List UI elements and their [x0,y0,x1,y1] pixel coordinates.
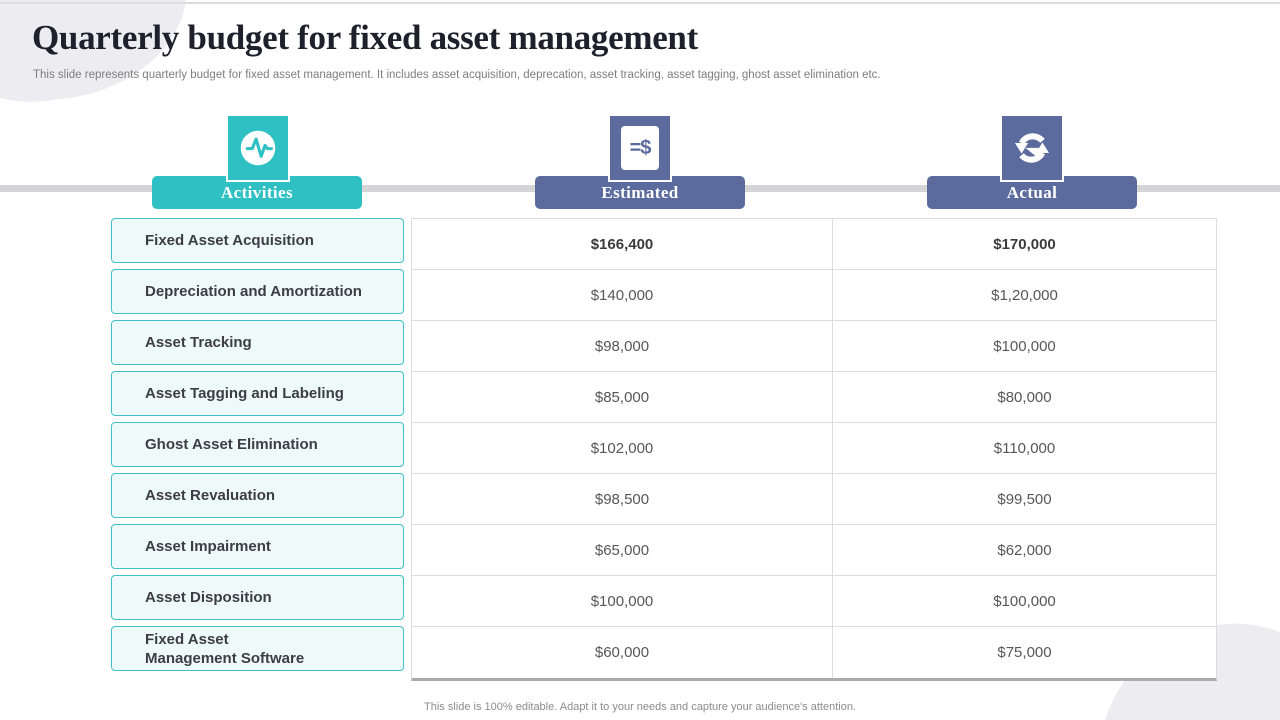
column-header-actual: Actual [927,176,1137,209]
estimated-value: $140,000 [412,270,833,320]
table-row: $60,000 $75,000 [412,627,1216,678]
activity-cell-asset-revaluation: Asset Revaluation [111,473,404,518]
actual-value: $99,500 [997,490,1052,508]
activity-label: Fixed Asset Acquisition [145,232,314,249]
table-row: $102,000 $110,000 [412,423,1216,474]
equals-dollar-glyph: =$ [621,126,659,170]
actual-value: $75,000 [997,644,1052,661]
estimated-value: $98,000 [412,321,833,371]
activity-label: Asset Tracking [145,334,252,351]
slide-subtitle: This slide represents quarterly budget f… [33,69,881,81]
actual-value: $62,000 [997,541,1052,559]
table-row: $98,000 $100,000 [412,321,1216,372]
top-edge-line [0,2,1280,4]
table-row: $140,000 $1,20,000 [412,270,1216,321]
table-row: $98,500 $99,500 [412,474,1216,525]
activity-cell-ghost-asset-elimination: Ghost Asset Elimination [111,422,404,467]
table-row: $65,000 $62,000 [412,525,1216,576]
estimated-value: $98,500 [412,474,833,524]
estimated-value: $85,000 [412,372,833,422]
estimated-value: $65,000 [412,525,833,575]
activity-label: Asset Revaluation [145,487,276,504]
actual-value: $100,000 [993,337,1056,355]
activity-label: Ghost Asset Elimination [145,436,318,453]
table-row: $100,000 $100,000 [412,576,1216,627]
actual-value: $80,000 [997,388,1052,406]
activity-label: Depreciation and Amortization [145,283,362,300]
activity-label: Asset Impairment [145,538,271,555]
budget-values-table: $166,400 $170,000 $140,000 $1,20,000 $98… [411,218,1217,681]
activity-cell-depreciation-amortization: Depreciation and Amortization [111,269,404,314]
column-header-estimated-label: Estimated [601,182,679,202]
column-header-activities: Activities [152,176,362,209]
activity-cell-fixed-asset-acquisition: Fixed Asset Acquisition [111,218,404,263]
activity-label: Fixed Asset Management Software [145,630,305,667]
equals-dollar-icon: =$ [608,114,672,182]
activity-label: Asset Disposition [145,589,272,606]
pulse-icon [226,114,290,182]
activity-cell-asset-tagging-labeling: Asset Tagging and Labeling [111,371,404,416]
actual-value: $1,20,000 [991,286,1058,304]
actual-value: $170,000 [993,235,1056,253]
actual-value: $100,000 [993,592,1056,610]
column-header-activities-label: Activities [221,182,293,202]
column-header-actual-label: Actual [1006,182,1058,202]
activity-label: Asset Tagging and Labeling [145,385,344,402]
activity-cell-asset-disposition: Asset Disposition [111,575,404,620]
estimated-value: $60,000 [412,627,833,678]
activity-cell-fixed-asset-management-software: Fixed Asset Management Software [111,626,404,671]
estimated-value: $100,000 [412,576,833,626]
actual-value: $110,000 [993,439,1056,457]
table-row: $85,000 $80,000 [412,372,1216,423]
table-row: $166,400 $170,000 [412,219,1216,270]
activity-cell-asset-impairment: Asset Impairment [111,524,404,569]
page-title: Quarterly budget for fixed asset managem… [32,18,698,57]
sync-arrows-icon [1000,114,1064,182]
editable-note: This slide is 100% editable. Adapt it to… [424,701,856,713]
estimated-value: $166,400 [412,219,833,269]
activity-cell-asset-tracking: Asset Tracking [111,320,404,365]
activities-column: Fixed Asset Acquisition Depreciation and… [111,218,404,677]
estimated-value: $102,000 [412,423,833,473]
